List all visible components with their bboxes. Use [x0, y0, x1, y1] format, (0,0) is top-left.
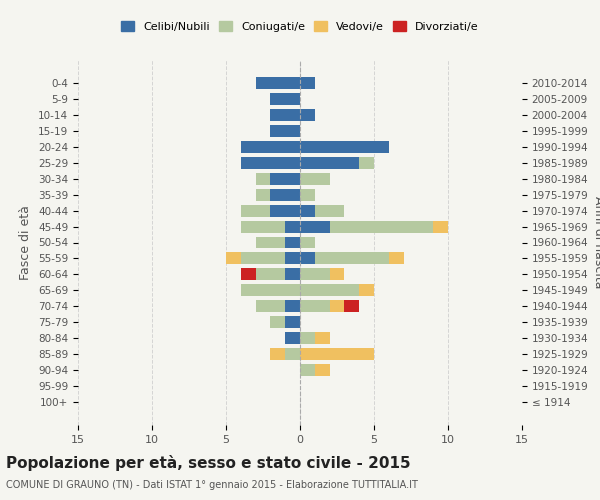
- Bar: [329, 268, 344, 280]
- Bar: [300, 300, 329, 312]
- Bar: [300, 108, 315, 120]
- Text: Popolazione per età, sesso e stato civile - 2015: Popolazione per età, sesso e stato civil…: [6, 455, 410, 471]
- Bar: [300, 172, 329, 184]
- Bar: [300, 268, 329, 280]
- Bar: [241, 252, 285, 264]
- Bar: [256, 236, 285, 248]
- Bar: [344, 300, 359, 312]
- Bar: [300, 348, 374, 360]
- Bar: [285, 252, 300, 264]
- Bar: [300, 252, 315, 264]
- Bar: [271, 108, 300, 120]
- Bar: [256, 268, 285, 280]
- Bar: [300, 284, 359, 296]
- Bar: [359, 284, 374, 296]
- Bar: [241, 220, 285, 232]
- Bar: [285, 348, 300, 360]
- Bar: [271, 172, 300, 184]
- Bar: [300, 204, 315, 216]
- Bar: [300, 156, 359, 168]
- Bar: [433, 220, 448, 232]
- Bar: [226, 252, 241, 264]
- Y-axis label: Fasce di età: Fasce di età: [19, 205, 32, 280]
- Bar: [300, 220, 329, 232]
- Bar: [285, 332, 300, 344]
- Bar: [300, 76, 315, 88]
- Bar: [389, 252, 404, 264]
- Bar: [256, 188, 271, 200]
- Bar: [271, 188, 300, 200]
- Bar: [300, 188, 315, 200]
- Y-axis label: Anni di nascita: Anni di nascita: [592, 196, 600, 289]
- Bar: [285, 220, 300, 232]
- Bar: [271, 124, 300, 136]
- Bar: [285, 268, 300, 280]
- Bar: [315, 204, 344, 216]
- Bar: [241, 156, 300, 168]
- Bar: [271, 92, 300, 104]
- Bar: [315, 252, 389, 264]
- Bar: [271, 348, 285, 360]
- Bar: [285, 316, 300, 328]
- Bar: [300, 236, 315, 248]
- Bar: [285, 236, 300, 248]
- Bar: [271, 204, 300, 216]
- Text: COMUNE DI GRAUNO (TN) - Dati ISTAT 1° gennaio 2015 - Elaborazione TUTTITALIA.IT: COMUNE DI GRAUNO (TN) - Dati ISTAT 1° ge…: [6, 480, 418, 490]
- Bar: [256, 172, 271, 184]
- Bar: [285, 300, 300, 312]
- Bar: [329, 300, 344, 312]
- Bar: [256, 76, 300, 88]
- Bar: [256, 300, 285, 312]
- Bar: [300, 364, 315, 376]
- Legend: Celibi/Nubili, Coniugati/e, Vedovi/e, Divorziati/e: Celibi/Nubili, Coniugati/e, Vedovi/e, Di…: [118, 18, 482, 36]
- Bar: [241, 140, 300, 152]
- Bar: [315, 332, 329, 344]
- Bar: [359, 156, 374, 168]
- Bar: [241, 268, 256, 280]
- Bar: [300, 332, 315, 344]
- Bar: [241, 284, 300, 296]
- Bar: [315, 364, 329, 376]
- Bar: [329, 220, 433, 232]
- Bar: [271, 316, 285, 328]
- Bar: [241, 204, 271, 216]
- Bar: [300, 140, 389, 152]
